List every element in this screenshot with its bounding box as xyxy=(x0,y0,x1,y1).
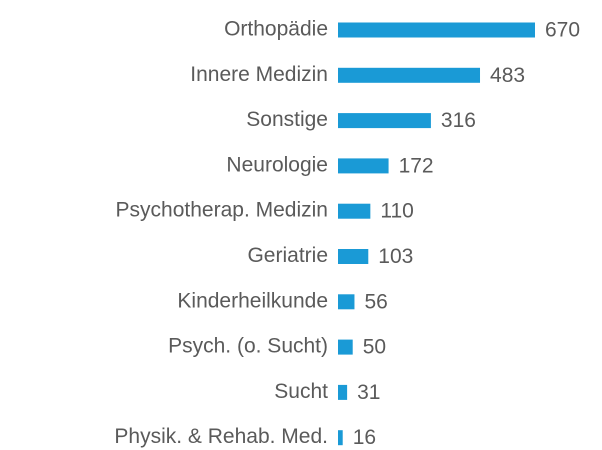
value-label: 56 xyxy=(364,290,387,313)
category-label: Psych. (o. Sucht) xyxy=(168,335,328,358)
value-label: 110 xyxy=(380,200,413,223)
value-label: 316 xyxy=(441,109,476,132)
bar xyxy=(338,203,371,219)
bar xyxy=(338,67,481,83)
bar xyxy=(338,22,535,38)
category-label: Psychotherap. Medizin xyxy=(116,199,328,222)
category-label: Orthopädie xyxy=(224,18,328,41)
value-label: 670 xyxy=(545,19,580,42)
category-label: Sonstige xyxy=(246,108,328,131)
bar xyxy=(338,384,348,400)
value-label: 103 xyxy=(378,245,413,268)
category-label: Kinderheilkunde xyxy=(177,289,328,312)
bar xyxy=(338,113,431,129)
bar xyxy=(338,430,343,446)
value-label: 16 xyxy=(353,426,376,449)
value-label: 31 xyxy=(357,381,380,404)
bar xyxy=(338,158,389,174)
bar xyxy=(338,339,353,355)
bar xyxy=(338,294,355,310)
value-label: 172 xyxy=(399,154,434,177)
category-label: Geriatrie xyxy=(247,244,328,267)
value-label: 483 xyxy=(490,64,525,87)
bar xyxy=(338,249,369,264)
value-label: 50 xyxy=(363,336,386,359)
category-label: Physik. & Rehab. Med. xyxy=(114,425,328,448)
category-label: Sucht xyxy=(274,380,328,403)
category-label: Neurologie xyxy=(226,153,328,176)
category-label: Innere Medizin xyxy=(190,63,328,86)
